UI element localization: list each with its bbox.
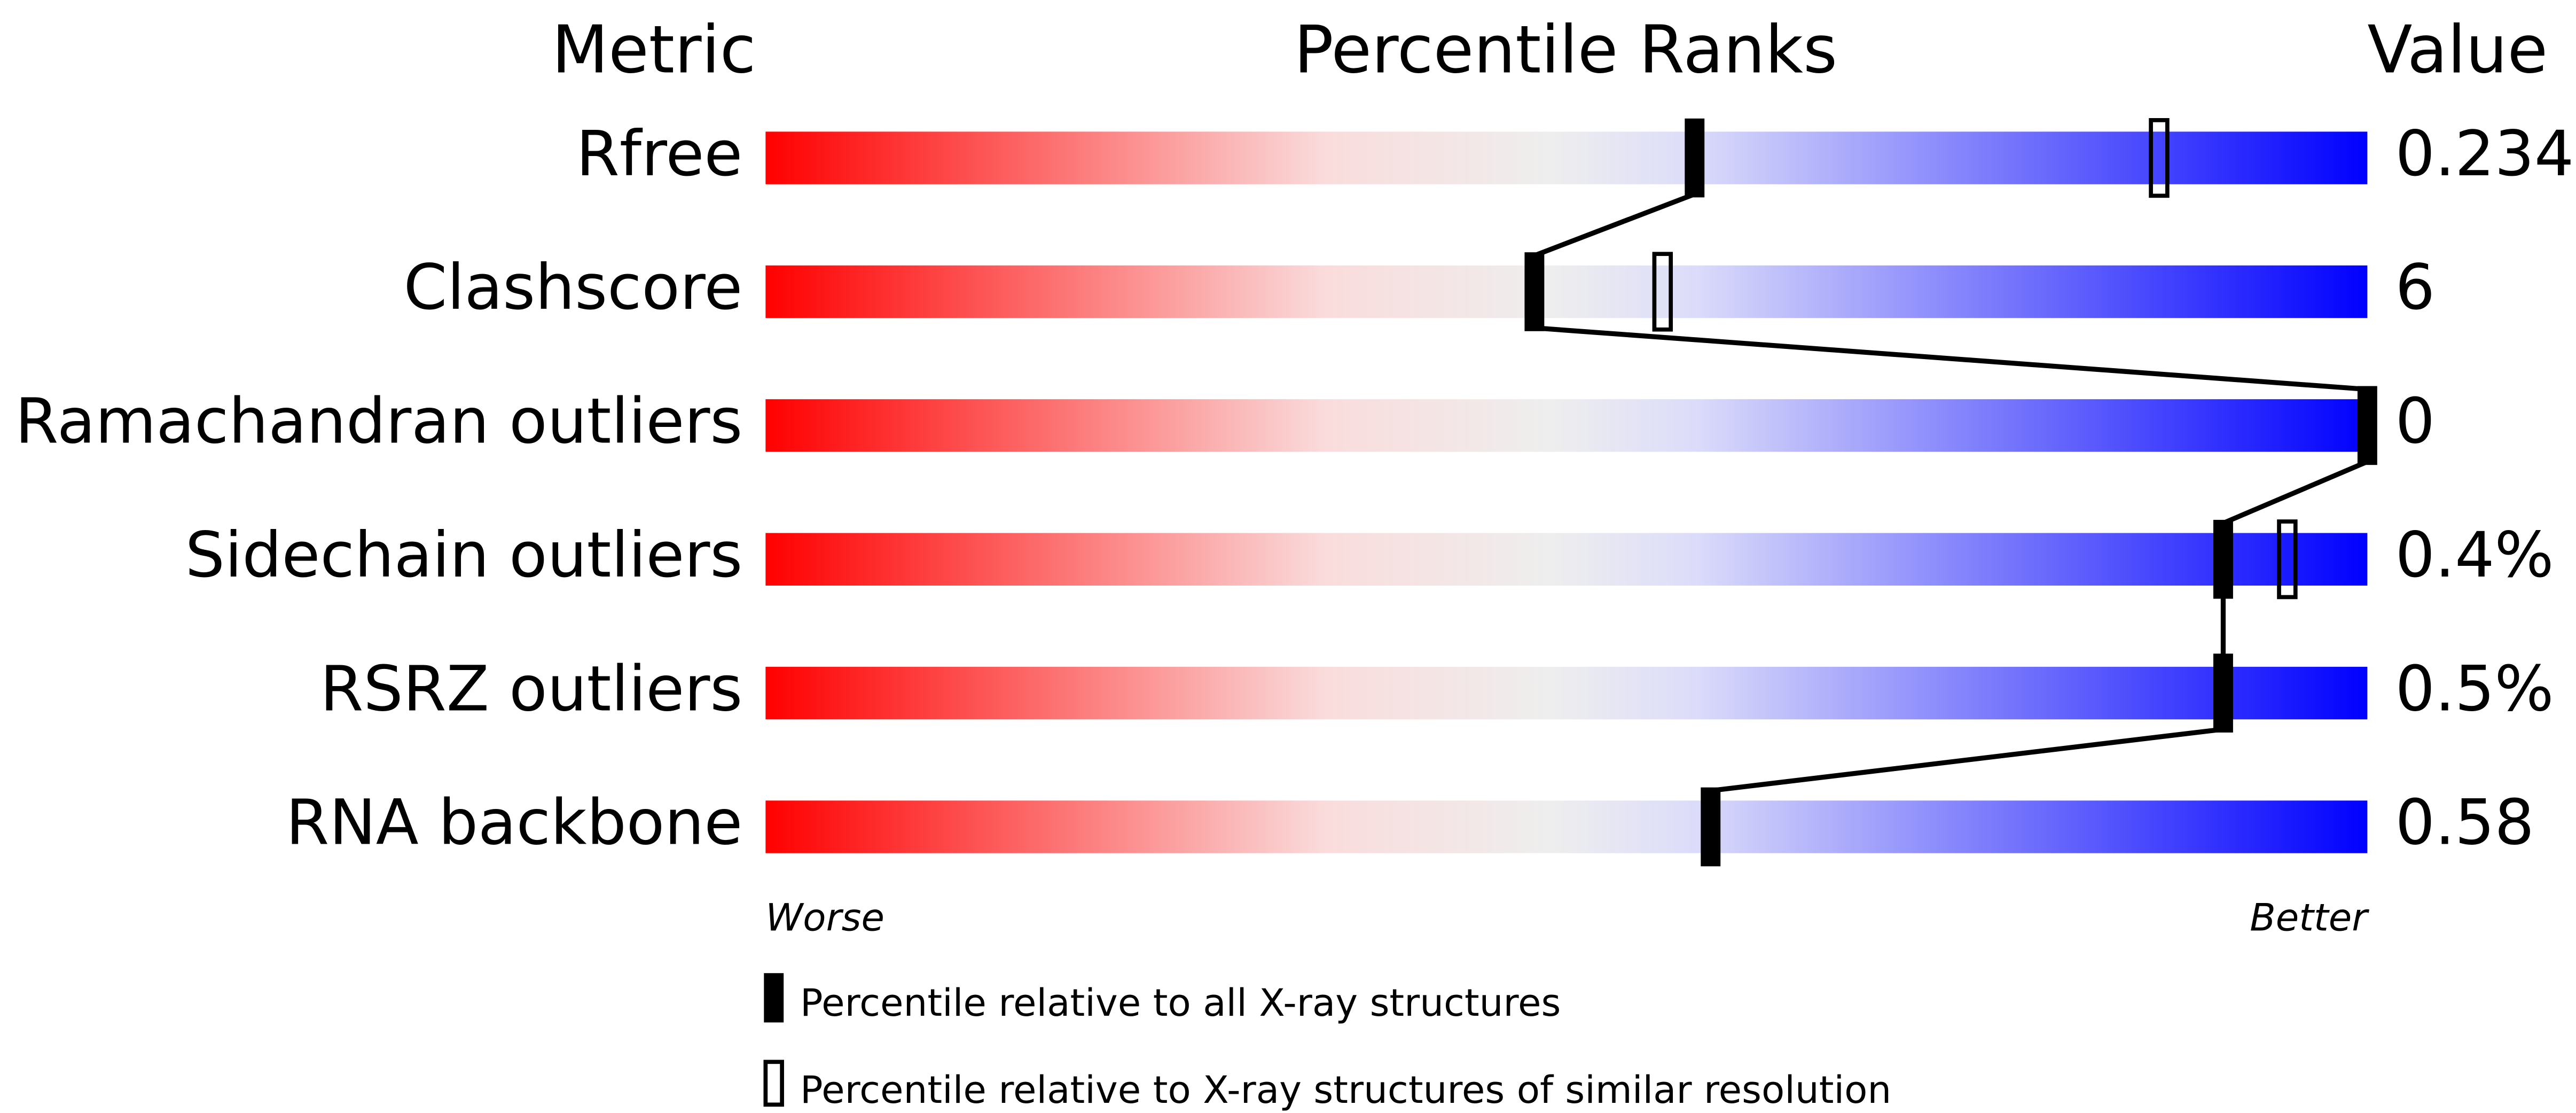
- legend-open-marker: [763, 1060, 784, 1107]
- metric-label: RNA backbone: [286, 787, 742, 859]
- axis-worse-label: Worse: [765, 895, 884, 939]
- legend-label-all: Percentile relative to all X-ray structu…: [800, 980, 1561, 1025]
- metric-value: 0: [2395, 385, 2435, 458]
- marker-all-structures: [2213, 653, 2233, 733]
- marker-connector: [1533, 191, 1696, 258]
- axis-better-label: Better: [2250, 895, 2369, 939]
- metric-value: 0.58: [2395, 787, 2534, 859]
- marker-all-structures: [2357, 386, 2377, 465]
- percentile-bar: [765, 399, 2368, 452]
- legend-label-similar: Percentile relative to X-ray structures …: [800, 1068, 1891, 1112]
- header-metric: Metric: [552, 12, 756, 89]
- marker-all-structures: [1524, 252, 1545, 331]
- marker-all-structures: [2213, 519, 2233, 599]
- marker-similar-resolution: [1652, 252, 1673, 332]
- metric-label: Sidechain outliers: [185, 519, 743, 591]
- marker-all-structures: [1685, 118, 1705, 198]
- metric-label: Rfree: [576, 118, 743, 190]
- marker-similar-resolution: [2277, 519, 2298, 600]
- percentile-bar: [765, 666, 2368, 720]
- percentile-bar: [765, 800, 2368, 853]
- metric-value: 6: [2395, 251, 2435, 324]
- metric-label: Ramachandran outliers: [15, 385, 742, 458]
- header-value: Value: [2367, 12, 2548, 89]
- metric-label: RSRZ outliers: [320, 652, 742, 725]
- header-percentile-ranks: Percentile Ranks: [1294, 12, 1837, 89]
- metric-value: 0.4%: [2395, 519, 2554, 591]
- marker-similar-resolution: [2149, 118, 2170, 198]
- marker-connector: [1534, 325, 2368, 392]
- percentile-bar: [765, 533, 2368, 586]
- metric-label: Clashscore: [404, 251, 743, 324]
- marker-all-structures: [1701, 787, 1721, 867]
- percentile-bar: [765, 131, 2368, 184]
- legend-filled-marker: [764, 973, 784, 1023]
- metric-value: 0.5%: [2395, 652, 2554, 725]
- percentile-bar: [765, 265, 2368, 318]
- metric-value: 0.234: [2395, 118, 2574, 190]
- marker-connector: [2222, 459, 2369, 526]
- marker-connector: [1710, 727, 2224, 793]
